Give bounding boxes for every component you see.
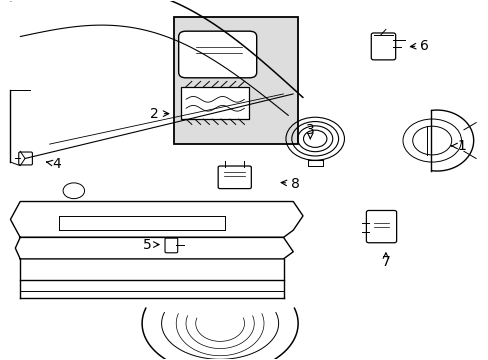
FancyBboxPatch shape <box>366 211 396 243</box>
FancyBboxPatch shape <box>19 152 32 165</box>
Text: 3: 3 <box>305 123 314 137</box>
Bar <box>181 87 249 119</box>
Text: 7: 7 <box>381 256 389 270</box>
FancyBboxPatch shape <box>218 166 251 189</box>
FancyBboxPatch shape <box>370 33 395 60</box>
Text: 1: 1 <box>456 139 465 153</box>
FancyBboxPatch shape <box>164 238 177 253</box>
FancyBboxPatch shape <box>178 31 256 78</box>
Text: 6: 6 <box>420 39 428 53</box>
Text: 2: 2 <box>150 107 158 121</box>
Bar <box>173 17 298 144</box>
Text: 5: 5 <box>142 238 151 252</box>
Text: 4: 4 <box>52 157 61 171</box>
Text: 8: 8 <box>291 177 300 190</box>
